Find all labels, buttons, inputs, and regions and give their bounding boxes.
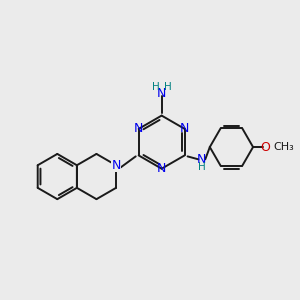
Text: H: H <box>198 162 206 172</box>
Text: N: N <box>157 88 166 100</box>
Text: N: N <box>111 159 121 172</box>
Text: N: N <box>157 162 166 175</box>
Text: O: O <box>260 141 270 154</box>
Text: N: N <box>111 159 121 172</box>
Text: H: H <box>164 82 171 92</box>
Text: N: N <box>180 122 189 135</box>
Text: H: H <box>152 82 160 92</box>
Text: CH₃: CH₃ <box>274 142 295 152</box>
Text: N: N <box>196 153 206 166</box>
Text: N: N <box>134 122 143 135</box>
